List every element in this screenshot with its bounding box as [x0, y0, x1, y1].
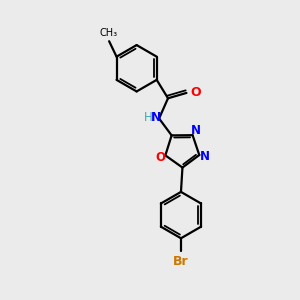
Text: N: N	[191, 124, 201, 137]
Text: O: O	[155, 151, 165, 164]
Text: N: N	[200, 150, 209, 163]
Text: O: O	[190, 86, 201, 99]
Text: CH₃: CH₃	[100, 28, 118, 38]
Text: N: N	[151, 111, 161, 124]
Text: Br: Br	[173, 255, 189, 268]
Text: H: H	[144, 111, 153, 124]
